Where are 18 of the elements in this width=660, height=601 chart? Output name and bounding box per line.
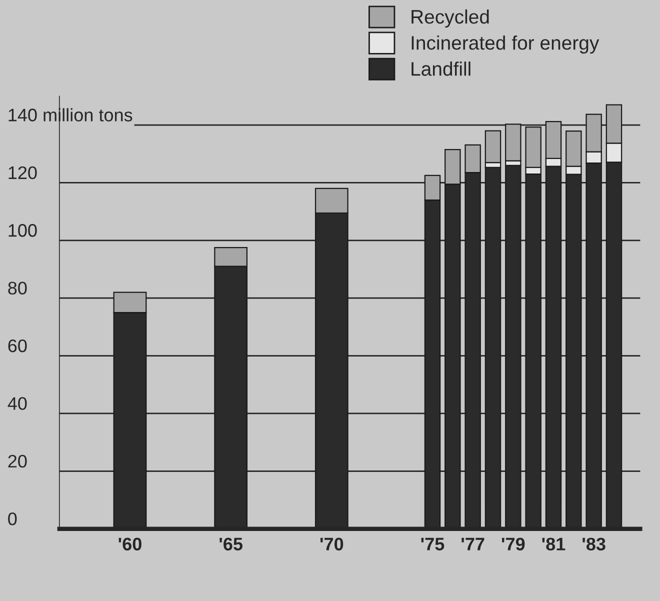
legend-label: Incinerated for energy [412,36,600,54]
x-tick-label: '65 [220,538,243,550]
x-tick-label: '79 [502,538,525,550]
x-tick-label: '83 [582,538,606,550]
y-tick-label: 40 [8,397,27,410]
y-tick-label: 0 [8,512,17,526]
y-tick-label: 120 [8,166,37,180]
legend-label: Recycled [412,9,489,28]
x-tick-label: '75 [421,538,444,550]
x-tick-label: '70 [320,538,344,550]
x-tick-label: '60 [118,538,142,550]
y-tick-label: 20 [8,454,27,468]
x-tick-label: '81 [542,538,566,550]
legend-label: Landfill [412,62,470,76]
y-tick-label: 80 [8,282,27,295]
y-tick-label: 100 [8,224,37,237]
x-tick-label: '77 [462,538,484,550]
y-tick-label: 60 [8,339,27,352]
